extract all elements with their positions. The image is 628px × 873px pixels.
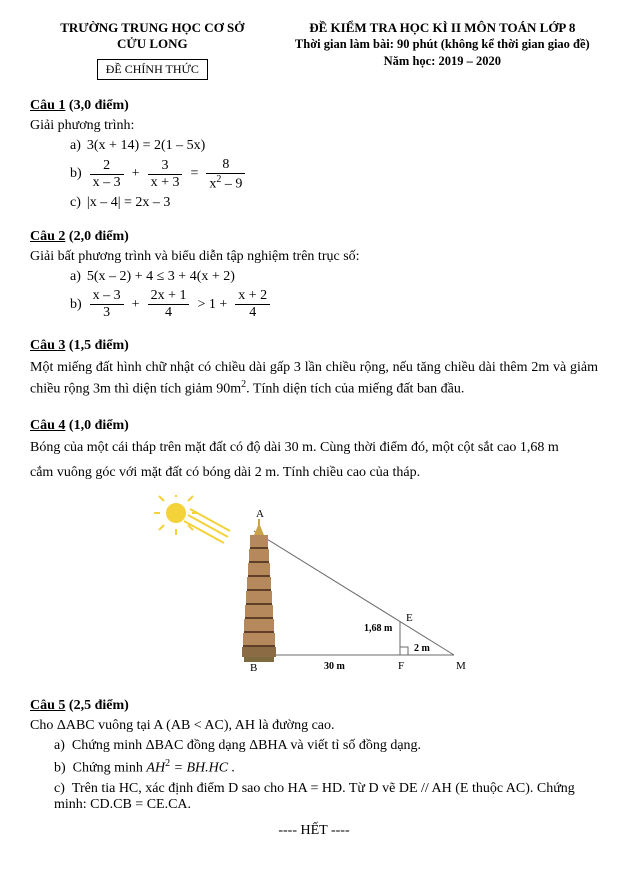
q2-b-frac1-num: x – 3 <box>90 289 124 303</box>
q1-b-frac3-den-rest: – 9 <box>221 176 242 191</box>
footer-end: ---- HẾT ---- <box>30 823 598 839</box>
label-m: M <box>456 660 466 672</box>
q5-a-text: Chứng minh ΔBAC đồng dạng ΔBHA và viết t… <box>72 738 421 753</box>
q1-a-eq: 3(x + 14) = 2(1 – 5x) <box>87 138 205 154</box>
q1-b-frac3-den: x2 – 9 <box>206 175 245 192</box>
q2-b-frac2-den: 4 <box>162 306 175 320</box>
q1-b-frac3-num: 8 <box>219 158 232 172</box>
q2-a-label: a) <box>70 269 81 285</box>
school-line-2: CỬU LONG <box>30 36 275 52</box>
q1-b-frac1-den: x – 3 <box>90 176 124 190</box>
q1-a-label: a) <box>70 138 81 154</box>
q5-heading: Câu 5 (2,5 điểm) <box>30 698 598 714</box>
q1-intro: Giải phương trình: <box>30 118 598 134</box>
exam-time: Thời gian làm bài: 90 phút (không kể thờ… <box>287 36 598 52</box>
q1-b-frac2-num: 3 <box>159 159 172 173</box>
label-a: A <box>256 508 264 520</box>
q2-heading: Câu 2 (2,0 điểm) <box>30 229 598 245</box>
q1-b-eq-sym: = <box>190 166 198 182</box>
q2-b-frac1: x – 3 3 <box>90 289 124 320</box>
q5-b-label: b) <box>54 761 66 776</box>
q2-b-frac3-den: 4 <box>246 306 259 320</box>
q5-c: c) Trên tia HC, xác định điểm D sao cho … <box>30 781 598 813</box>
q1-b-label: b) <box>70 166 82 182</box>
q3-label: Câu 3 <box>30 338 65 353</box>
q5-b-lhs: AH <box>146 761 165 776</box>
q4-svg: A B E F M 30 m 1,68 m 2 m <box>154 495 474 675</box>
q2-b-gt: > 1 + <box>197 297 227 313</box>
school-line-1: TRƯỜNG TRUNG HỌC CƠ SỞ <box>30 20 275 36</box>
q1-heading: Câu 1 (3,0 điểm) <box>30 98 598 114</box>
q1-c-label: c) <box>70 195 81 211</box>
q4-heading: Câu 4 (1,0 điểm) <box>30 418 598 434</box>
q1-c-eq: |x – 4| = 2x – 3 <box>87 195 171 211</box>
q5-label: Câu 5 <box>30 698 65 713</box>
q2-b-frac3-num: x + 2 <box>235 289 270 303</box>
q3-text-part2: . Tính diện tích của miếng đất ban đầu. <box>246 382 464 397</box>
q2-b-frac2-num: 2x + 1 <box>148 289 190 303</box>
label-2m: 2 m <box>414 643 431 654</box>
label-b: B <box>250 662 257 674</box>
q3-points: (1,5 điểm) <box>65 338 128 353</box>
q5-a: a) Chứng minh ΔBAC đồng dạng ΔBHA và viế… <box>30 738 598 754</box>
official-stamp: ĐỀ CHÍNH THỨC <box>97 59 208 80</box>
q1-b-frac2: 3 x + 3 <box>148 159 183 190</box>
q1-c: c) |x – 4| = 2x – 3 <box>70 195 598 211</box>
q2-a: a) 5(x – 2) + 4 ≤ 3 + 4(x + 2) <box>70 269 598 285</box>
school-block: TRƯỜNG TRUNG HỌC CƠ SỞ CỬU LONG ĐỀ CHÍNH… <box>30 20 275 80</box>
q4-figure: A B E F M 30 m 1,68 m 2 m <box>30 495 598 680</box>
q1-label: Câu 1 <box>30 98 65 113</box>
q1-b-frac2-den: x + 3 <box>148 176 183 190</box>
exam-title: ĐỀ KIỂM TRA HỌC KÌ II MÔN TOÁN LỚP 8 <box>287 20 598 36</box>
q4-points: (1,0 điểm) <box>65 418 128 433</box>
q5-b-mid: = BH.HC . <box>170 761 235 776</box>
exam-header: TRƯỜNG TRUNG HỌC CƠ SỞ CỬU LONG ĐỀ CHÍNH… <box>30 20 598 80</box>
title-block: ĐỀ KIỂM TRA HỌC KÌ II MÔN TOÁN LỚP 8 Thờ… <box>287 20 598 80</box>
q5-b-pre: Chứng minh <box>73 761 147 776</box>
q3-heading: Câu 3 (1,5 điểm) <box>30 338 598 354</box>
q5-c-text: Trên tia HC, xác định điểm D sao cho HA … <box>54 781 575 812</box>
q1-b-frac3: 8 x2 – 9 <box>206 158 245 192</box>
q4-label: Câu 4 <box>30 418 65 433</box>
q1-b-frac1-num: 2 <box>100 159 113 173</box>
q4-p1: Bóng của một cái tháp trên mặt đất có độ… <box>30 438 598 458</box>
q1-points: (3,0 điểm) <box>65 98 128 113</box>
q1-a: a) 3(x + 14) = 2(1 – 5x) <box>70 138 598 154</box>
tower-icon <box>242 519 276 657</box>
q2-points: (2,0 điểm) <box>65 229 128 244</box>
q1-b-plus1: + <box>132 166 140 182</box>
q2-b-label: b) <box>70 297 82 313</box>
q2-b-plus1: + <box>132 297 140 313</box>
q2-b-frac2: 2x + 1 4 <box>148 289 190 320</box>
q2-b-frac3: x + 2 4 <box>235 289 270 320</box>
label-e: E <box>406 612 413 624</box>
q2-label: Câu 2 <box>30 229 65 244</box>
q4-p2: cắm vuông góc với mặt đất có bóng dài 2 … <box>30 463 598 483</box>
q2-a-eq: 5(x – 2) + 4 ≤ 3 + 4(x + 2) <box>87 269 235 285</box>
exam-year: Năm học: 2019 – 2020 <box>287 53 598 69</box>
q3-text: Một miếng đất hình chữ nhật có chiều dài… <box>30 358 598 400</box>
q5-intro: Cho ΔABC vuông tại A (AB < AC), AH là đư… <box>30 718 598 734</box>
label-168m: 1,68 m <box>364 623 393 634</box>
figure-labels: A B E F M 30 m 1,68 m 2 m <box>250 508 466 674</box>
q5-points: (2,5 điểm) <box>65 698 128 713</box>
q5-b: b) Chứng minh AH2 = BH.HC . <box>30 758 598 777</box>
q2-b-frac1-den: 3 <box>100 306 113 320</box>
q2-b: b) x – 3 3 + 2x + 1 4 > 1 + x + 2 4 <box>70 289 598 320</box>
q1-b: b) 2 x – 3 + 3 x + 3 = 8 x2 – 9 <box>70 158 598 192</box>
q2-intro: Giải bất phương trình và biểu diễn tập n… <box>30 249 598 265</box>
q5-c-label: c) <box>54 781 65 796</box>
sun-icon <box>154 495 230 543</box>
q1-b-frac1: 2 x – 3 <box>90 159 124 190</box>
triangle-lines <box>254 531 454 655</box>
q5-a-label: a) <box>54 738 65 753</box>
label-30m: 30 m <box>324 661 346 672</box>
label-f: F <box>398 660 404 672</box>
